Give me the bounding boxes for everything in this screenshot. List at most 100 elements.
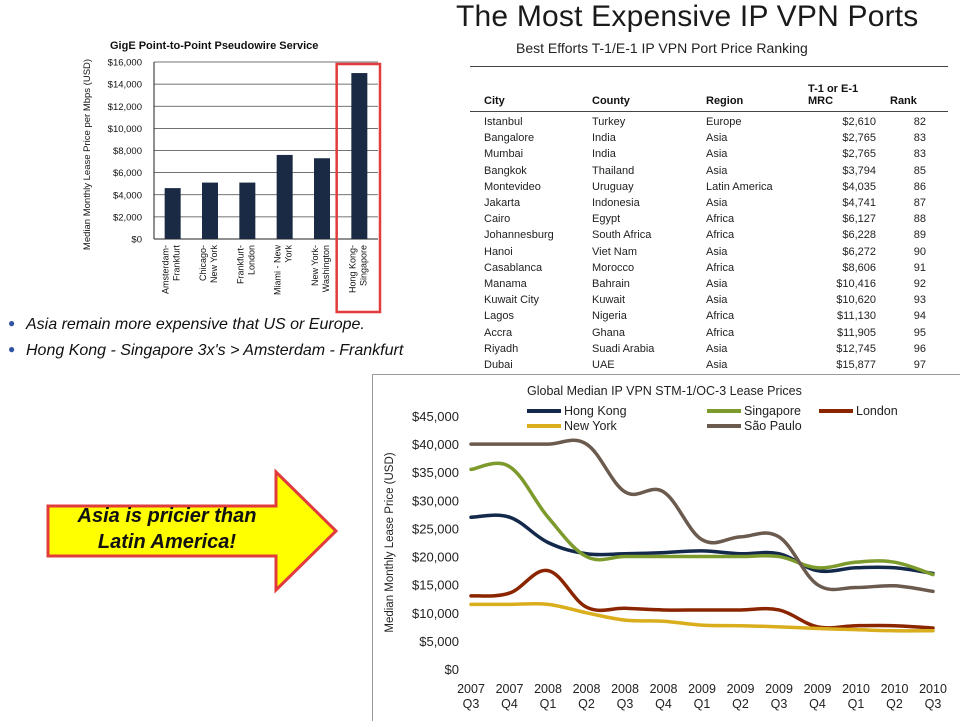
y-tick-label: $40,000	[412, 437, 459, 452]
table-cell-rank: 83	[913, 148, 926, 161]
x-tick-label-quarter: Q1	[540, 697, 557, 711]
series-line	[469, 568, 935, 630]
column-header-mrc-sub: MRC	[808, 95, 834, 107]
table-cell-mrc: $11,130	[837, 310, 876, 323]
y-tick-label: $16,000	[108, 58, 142, 69]
bar	[239, 182, 256, 239]
table-cell-city: Mumbai	[484, 148, 524, 161]
table-cell-country: Uruguay	[592, 180, 634, 193]
y-tick-label: $25,000	[412, 521, 459, 536]
x-tick-label-quarter: Q4	[655, 697, 672, 711]
y-tick-label: $30,000	[412, 493, 459, 508]
y-tick-label: $0	[131, 235, 142, 246]
table-cell-mrc: $10,416	[836, 278, 876, 290]
x-tick-label-year: 2007	[457, 682, 485, 696]
y-tick-label: $4,000	[113, 190, 142, 201]
y-tick-label: $2,000	[113, 212, 142, 223]
table-cell-region: Asia	[706, 164, 728, 177]
x-tick-label-line: New York	[209, 245, 219, 284]
x-tick-label-quarter: Q2	[732, 697, 749, 711]
table-cell-rank: 90	[913, 245, 926, 258]
bullet-text: Asia remain more expensive that US or Eu…	[26, 316, 365, 333]
price-ranking-table: Best Efforts T-1/E-1 IP VPN Port Price R…	[470, 36, 960, 376]
table-cell-country: India	[592, 132, 616, 145]
legend-label: New York	[564, 419, 618, 433]
table-cell-country: Suadi Arabia	[592, 342, 655, 355]
x-tick-label: Amsterdam- Frankfurt	[161, 245, 182, 295]
x-tick-label-quarter: Q3	[771, 697, 788, 711]
table-cell-country: South Africa	[592, 229, 652, 242]
y-axis-label: Median Monthly Lease Price (USD)	[384, 452, 396, 632]
table-cell-country: Kuwait	[592, 294, 626, 307]
x-tick-label-year: 2008	[650, 682, 678, 696]
bar	[314, 158, 330, 239]
table-cell-mrc: $4,035	[842, 180, 876, 193]
y-tick-label: $35,000	[412, 465, 459, 480]
y-tick-label: $10,000	[108, 124, 142, 135]
x-tick-label-line: York	[284, 245, 294, 263]
x-tick-label-year: 2010	[919, 682, 947, 696]
table-cell-city: Johannesburg	[484, 229, 554, 242]
bullet-dot-icon: ●	[8, 342, 16, 356]
table-cell-country: UAE	[592, 359, 615, 371]
table-cell-city: Lagos	[484, 310, 514, 323]
table-cell-rank: 97	[913, 359, 926, 371]
table-cell-city: Hanoi	[484, 245, 513, 258]
x-tick-label-line: Singapore	[358, 245, 368, 286]
x-tick-label-line: Miami - New	[273, 245, 283, 296]
bar-chart: GigE Point-to-Point Pseudowire Service $0…	[82, 40, 382, 314]
table-cell-region: Africa	[706, 261, 735, 274]
legend-label: Hong Kong	[564, 404, 627, 418]
table-cell-country: Morocco	[592, 261, 635, 274]
table-cell-country: Thailand	[592, 164, 635, 177]
x-tick-label-year: 2009	[727, 682, 755, 696]
x-tick-label-quarter: Q4	[809, 697, 826, 711]
table-divider	[470, 66, 948, 67]
bar	[276, 154, 293, 239]
x-tick-label-year: 2008	[573, 682, 601, 696]
x-tick-label-line: Frankfurt	[172, 245, 182, 282]
table-cell-mrc: $8,606	[842, 261, 876, 274]
y-tick-label: $6,000	[113, 168, 142, 179]
table-cell-region: Asia	[706, 148, 728, 161]
x-tick-label-quarter: Q2	[578, 697, 595, 711]
table-cell-mrc: $11,905	[837, 326, 876, 339]
table-cell-city: Kuwait City	[484, 294, 540, 307]
table-cell-city: Cairo	[484, 213, 511, 226]
x-tick-label-line: Amsterdam-	[161, 245, 171, 294]
y-tick-label: $45,000	[412, 409, 459, 424]
callout-line-2: Latin America!	[97, 531, 237, 553]
bar	[164, 188, 181, 239]
column-header-mrc: T-1 or E-1	[808, 83, 859, 95]
callout-line-1: Asia is pricier than	[77, 505, 257, 527]
table-cell-mrc: $3,794	[842, 164, 876, 177]
table-cell-country: Nigeria	[592, 310, 627, 323]
x-tick-label-line: Washington	[321, 245, 331, 292]
x-tick-label-line: New York-	[310, 245, 320, 286]
table-cell-mrc: $2,610	[842, 116, 876, 128]
table-cell-rank: 89	[913, 229, 926, 242]
series-line	[469, 438, 935, 594]
table-cell-country: Indonesia	[592, 197, 640, 209]
bullet-item-2: ● Hong Kong - Singapore 3x's > Amsterdam …	[8, 342, 403, 360]
table-cell-city: Istanbul	[484, 116, 523, 128]
x-tick-label: Frankfurt- London	[235, 245, 256, 284]
table-cell-mrc: $2,765	[842, 148, 876, 161]
legend-label: Singapore	[744, 404, 801, 418]
y-tick-label: $0	[445, 662, 459, 677]
x-tick-label-line: Hong Kong-	[347, 245, 357, 293]
table-cell-mrc: $4,741	[842, 197, 876, 209]
table-cell-country: Viet Nam	[592, 245, 638, 258]
table-cell-mrc: $12,745	[836, 342, 876, 355]
table-cell-region: Europe	[706, 116, 742, 128]
x-tick-label: New York- Washington	[310, 245, 331, 292]
table-cell-country: India	[592, 148, 616, 161]
series-line	[469, 513, 935, 576]
table-cell-city: Bangkok	[484, 164, 527, 177]
y-tick-label: $8,000	[113, 146, 142, 157]
line-chart-panel: Global Median IP VPN STM-1/OC-3 Lease Pr…	[372, 374, 960, 721]
table-cell-city: Riyadh	[484, 342, 519, 355]
series-line	[469, 601, 935, 633]
x-tick-label-line: London	[246, 245, 256, 275]
table-cell-rank: 85	[913, 164, 926, 177]
